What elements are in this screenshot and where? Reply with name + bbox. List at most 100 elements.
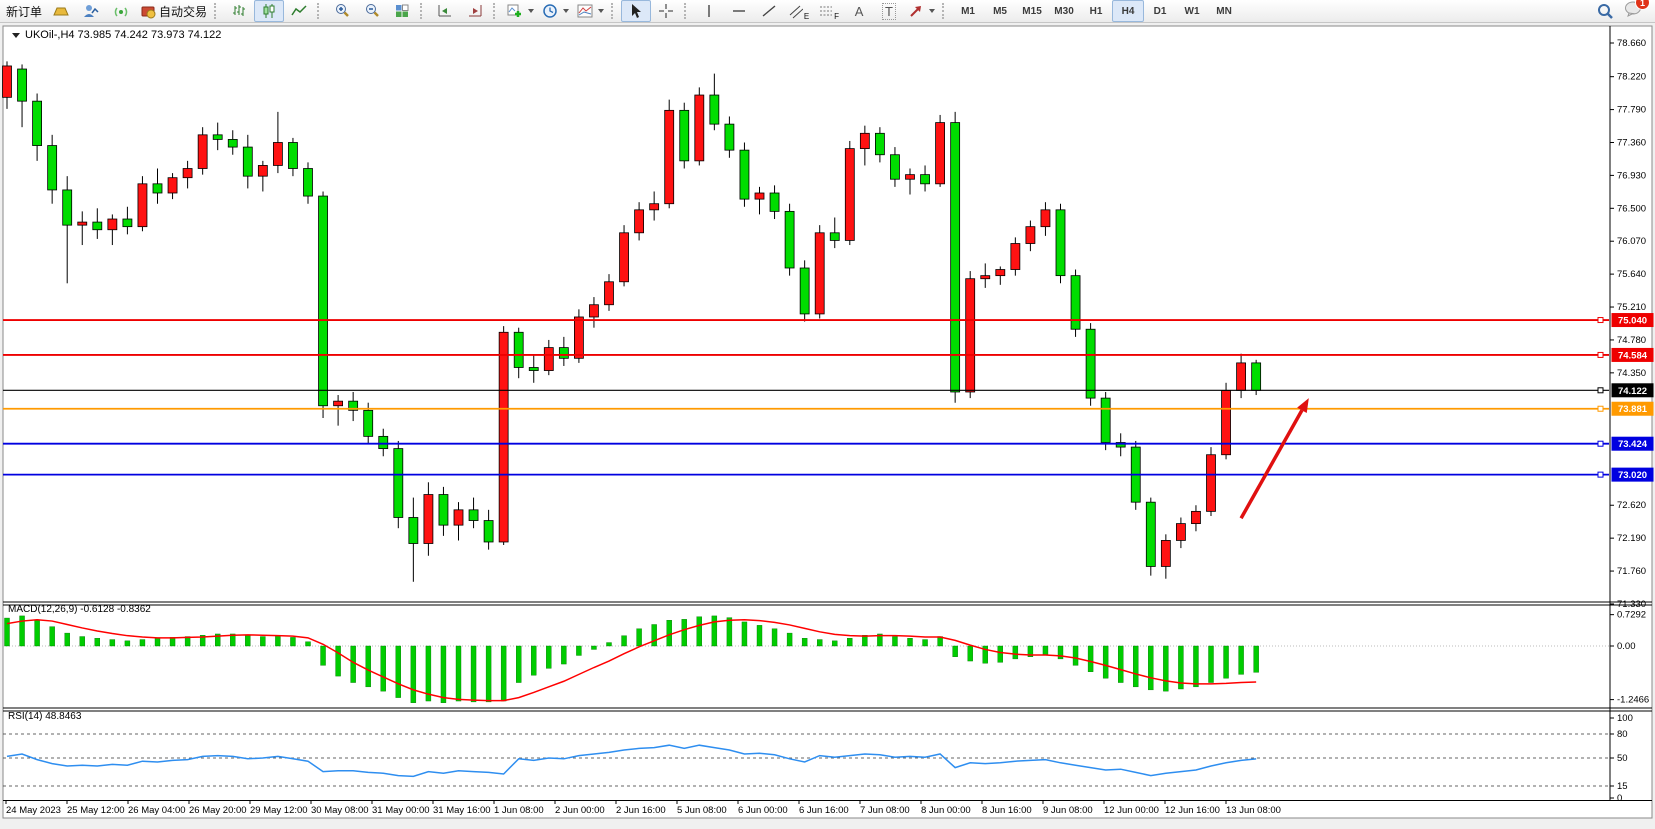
timeframe-d1-button[interactable]: D1	[1153, 5, 1167, 17]
candle-up	[1160, 540, 1171, 567]
macd-histogram-bar	[621, 635, 627, 647]
macd-histogram-bar	[666, 620, 672, 647]
equidistant-channel-tool-button[interactable]: E	[784, 0, 814, 22]
macd-signal-line	[6, 619, 1257, 702]
line-handle[interactable]	[1597, 471, 1604, 478]
fibonacci-tool-button[interactable]: F	[814, 0, 844, 22]
trend-arrow[interactable]	[1239, 409, 1304, 520]
chart-title: UKOil-,H4 73.985 74.242 73.973 74.122	[25, 29, 222, 41]
zoom-out-button[interactable]	[357, 0, 387, 22]
arrows-tool-button[interactable]	[904, 0, 939, 22]
dropdown-caret[interactable]	[528, 9, 535, 13]
macd-histogram-bar	[64, 632, 70, 647]
candle-down	[438, 494, 449, 526]
axis-tick-label: 0.00	[1617, 641, 1636, 652]
add-indicator-button[interactable]	[503, 0, 538, 22]
bar-chart-mode-button[interactable]	[224, 0, 254, 22]
macd-indicator-label: MACD(12,26,9) -0.6128 -0.8362	[8, 604, 151, 615]
horizontal-line-tool-button[interactable]	[724, 0, 754, 22]
add-indicator-icon	[507, 4, 522, 17]
vertical-line-tool-button[interactable]	[694, 0, 724, 22]
macd-histogram-bar	[907, 638, 913, 647]
cursor-icon	[632, 4, 642, 18]
candle-down	[709, 94, 720, 125]
auto-trading-button[interactable]: 自动交易	[136, 0, 211, 22]
candle-up	[137, 183, 148, 228]
axis-tick-label: 77.360	[1617, 137, 1646, 148]
macd-histogram-bar	[576, 645, 582, 656]
candle-up	[1025, 226, 1036, 244]
macd-histogram-bar	[1238, 645, 1244, 675]
macd-histogram-bar	[94, 638, 101, 647]
cursor-tool-button[interactable]	[621, 0, 652, 22]
notifications-button[interactable]: 1	[1624, 0, 1650, 22]
macd-histogram-bar	[636, 628, 642, 647]
axis-tick-label: 74.350	[1617, 368, 1646, 379]
candle-up	[1236, 362, 1246, 391]
macd-histogram-bar	[1208, 645, 1214, 683]
auto-scroll-button[interactable]	[460, 0, 490, 22]
zoom-in-button[interactable]	[327, 0, 357, 22]
timeframe-h4-button[interactable]: H4	[1112, 0, 1145, 22]
candle-down	[724, 123, 735, 151]
chart-dropdown-icon[interactable]	[12, 32, 20, 38]
dropdown-caret[interactable]	[598, 9, 605, 13]
axis-tick-label: 26 May 04:00	[128, 805, 186, 816]
candlestick-icon	[263, 4, 275, 18]
line-handle[interactable]	[1597, 387, 1604, 394]
axis-tick-label: 31 May 16:00	[433, 805, 491, 816]
chart-shift-button[interactable]	[430, 0, 460, 22]
text-tool-button[interactable]: A	[844, 0, 874, 22]
clock-icon	[543, 4, 557, 18]
macd-histogram-bar	[455, 645, 462, 702]
macd-histogram-bar	[154, 638, 161, 647]
macd-histogram-bar	[801, 638, 808, 647]
periods-button[interactable]	[538, 0, 573, 22]
macd-histogram-bar	[832, 640, 838, 647]
new-order-button[interactable]: 新订单	[2, 0, 46, 22]
macd-histogram-bar	[350, 645, 356, 683]
axis-tick-label: 15	[1617, 781, 1628, 792]
dropdown-caret[interactable]	[929, 9, 936, 13]
templates-button[interactable]	[573, 0, 608, 22]
line-handle[interactable]	[1597, 317, 1604, 324]
timeframe-h1-button[interactable]: H1	[1089, 5, 1103, 17]
line-handle[interactable]	[1597, 351, 1604, 358]
search-icon[interactable]	[1597, 3, 1614, 20]
macd-histogram-bar	[124, 640, 131, 647]
macd-histogram-bar	[741, 621, 748, 647]
line-handle[interactable]	[1597, 405, 1604, 412]
timeframe-m1-button[interactable]: M1	[961, 5, 975, 17]
macd-histogram-bar	[1253, 645, 1259, 673]
macd-histogram-bar	[561, 645, 567, 665]
timeframe-m30-button[interactable]: M30	[1054, 5, 1074, 17]
candle-down	[212, 134, 223, 140]
market-watch-button[interactable]	[46, 0, 76, 22]
timeframe-m15-button[interactable]: M15	[1022, 5, 1042, 17]
macd-histogram-bar	[214, 633, 221, 647]
crosshair-tool-button[interactable]	[651, 0, 681, 22]
line-chart-mode-button[interactable]	[284, 0, 314, 22]
trendline-tool-button[interactable]	[754, 0, 784, 22]
macd-histogram-bar	[1042, 645, 1049, 655]
axis-tick-label: 7 Jun 08:00	[860, 805, 910, 816]
candle-down	[393, 448, 404, 518]
tile-windows-button[interactable]	[387, 0, 417, 22]
line-handle[interactable]	[1597, 440, 1604, 447]
trend-arrow-head[interactable]	[1297, 398, 1309, 413]
axis-tick-label: 75.210	[1617, 302, 1646, 313]
candle-up	[2, 65, 12, 98]
candle-down	[890, 154, 900, 180]
profiles-button[interactable]	[76, 0, 106, 22]
candlestick-mode-button[interactable]	[254, 0, 285, 22]
signals-button[interactable]	[106, 0, 136, 22]
dropdown-caret[interactable]	[563, 9, 570, 13]
timeframe-m5-button[interactable]: M5	[993, 5, 1007, 17]
candle-down	[1145, 501, 1156, 567]
timeframe-mn-button[interactable]: MN	[1216, 5, 1232, 17]
text-label-tool-button[interactable]: T	[874, 0, 904, 22]
candle-down	[1100, 397, 1111, 443]
macd-histogram-bar	[1102, 645, 1109, 679]
timeframe-w1-button[interactable]: W1	[1184, 5, 1200, 17]
